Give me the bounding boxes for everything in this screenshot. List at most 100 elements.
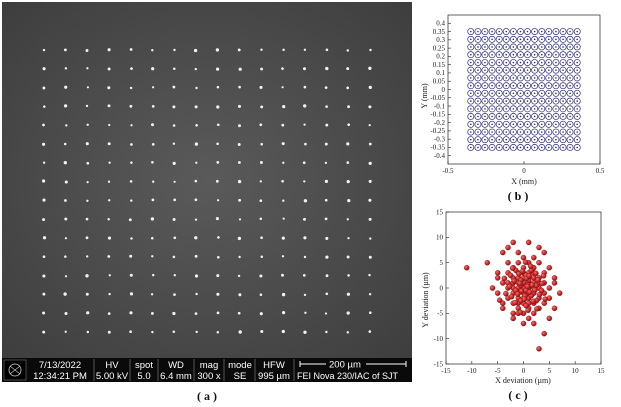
sem-dot (172, 142, 176, 145)
sem-dot (260, 329, 264, 334)
chart-b-point (509, 43, 517, 51)
sem-dot (194, 179, 198, 183)
chart-b-point (559, 59, 567, 66)
sem-dot (42, 198, 46, 202)
chart-b-point (538, 28, 546, 36)
sem-dot (107, 199, 111, 202)
sem-dot (303, 255, 307, 259)
chart-b-point (573, 143, 581, 151)
chart-b-point (524, 28, 531, 36)
chart-b-point (481, 28, 489, 36)
sem-dot (64, 237, 68, 240)
chart-b-xtick-label: 0 (522, 167, 526, 175)
chart-b-point (509, 59, 517, 66)
info-mode-value: SE (234, 371, 247, 382)
chart-b-point (559, 97, 567, 105)
chart-b-point (566, 74, 574, 82)
chart-c-ytick-label: 15 (436, 208, 444, 216)
sem-dot (129, 311, 133, 315)
chart-b-point (495, 143, 503, 151)
chart-b-ytick-label: -0.15 (430, 111, 445, 119)
sem-dot-array (41, 48, 372, 334)
chart-b-point (488, 136, 496, 144)
chart-b-point (517, 143, 524, 151)
chart-b-point (524, 66, 531, 74)
sem-dot (217, 236, 220, 239)
sem-dot (259, 217, 263, 221)
sem-dot (42, 292, 46, 296)
chart-b-point (502, 51, 510, 59)
sem-dot (237, 104, 242, 108)
chart-b-point (573, 51, 581, 59)
chart-b-point (474, 97, 482, 105)
chart-b-point (545, 97, 553, 105)
sem-dot (172, 218, 176, 221)
chart-b-point (474, 128, 482, 136)
chart-b-point (467, 128, 475, 136)
chart-c-xtick-label: 5 (548, 367, 552, 375)
sem-dot (107, 255, 111, 258)
sem-dot (86, 180, 89, 184)
chart-b-point (545, 51, 553, 59)
sem-dot (150, 217, 155, 221)
sem-dot (64, 255, 67, 258)
chart-c-point (511, 278, 517, 284)
chart-b-point (524, 113, 531, 120)
chart-c-point (551, 280, 558, 286)
chart-b-point (566, 82, 574, 90)
chart-c-point (534, 306, 540, 312)
chart-b-point (573, 28, 581, 36)
chart-b-point (495, 28, 503, 36)
chart-b-point (467, 97, 475, 105)
sem-dot (347, 198, 351, 203)
sem-dot (172, 255, 176, 259)
sem-dot (64, 275, 68, 278)
chart-c-point (539, 280, 545, 287)
chart-b-point (538, 66, 546, 74)
fei-logo (3, 359, 27, 381)
chart-b-point (502, 74, 510, 82)
sem-dot (152, 180, 155, 183)
chart-c-point (536, 259, 542, 266)
sem-dot (238, 293, 242, 297)
chart-b-point (495, 59, 503, 66)
sem-dot (194, 312, 198, 315)
sem-dot (42, 86, 46, 90)
sem-dot (195, 123, 198, 127)
sem-dot (216, 199, 220, 202)
sem-dot (64, 199, 67, 202)
chart-c-point (494, 270, 501, 276)
chart-c-point (551, 275, 558, 281)
sem-dot (85, 217, 89, 221)
chart-b-point (495, 113, 503, 120)
chart-c-point (531, 254, 537, 261)
sem-dot (130, 143, 133, 146)
chart-b-point (502, 143, 510, 151)
chart-b-point (509, 89, 517, 97)
chart-b-point (502, 35, 510, 43)
sem-dot (347, 236, 350, 240)
sem-dot (368, 179, 372, 183)
chart-b-point (481, 89, 489, 97)
chart-c-point (519, 268, 526, 275)
sem-dot (281, 67, 284, 70)
chart-b-point (552, 105, 560, 113)
chart-b-point (545, 43, 553, 51)
chart-b-point (552, 51, 560, 59)
sem-dot (368, 66, 372, 70)
chart-b-ytick-label: -0.1 (434, 102, 446, 110)
chart-b-point (566, 89, 574, 97)
chart-b-point (495, 120, 503, 128)
chart-b-point (545, 89, 553, 97)
sem-dot (368, 161, 372, 166)
info-wd-value: 6.4 mm (160, 371, 192, 382)
chart-c-xtick-label: 0 (522, 367, 526, 375)
chart-b-point (538, 35, 546, 43)
chart-b-point (481, 128, 489, 136)
sem-dot (42, 161, 46, 164)
chart-c-ylabel: Y deviation (µm) (421, 272, 430, 328)
chart-c-point (527, 263, 534, 269)
chart-b-frame (447, 14, 601, 165)
sem-dot (281, 123, 285, 127)
chart-b-point (474, 143, 482, 151)
